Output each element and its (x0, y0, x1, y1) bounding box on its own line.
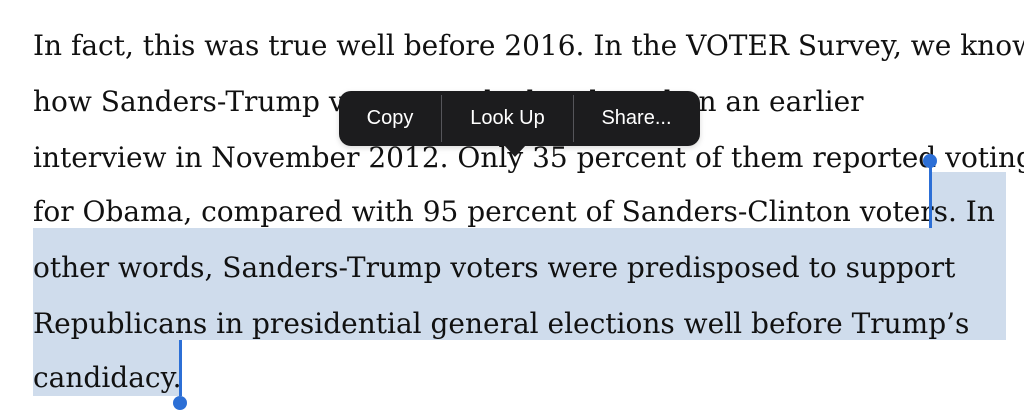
text-line[interactable]: Republicans in presidential general elec… (33, 307, 970, 340)
text-line[interactable]: for Obama, compared with 95 percent of S… (33, 195, 995, 228)
share-button[interactable]: Share... (601, 107, 672, 129)
selection-highlight (33, 340, 181, 396)
menu-pointer-arrow (504, 145, 526, 157)
selection-highlight (33, 228, 1006, 340)
text-line[interactable]: candidacy. (33, 361, 182, 394)
selection-highlight (930, 172, 1006, 228)
text-line[interactable]: In fact, this was true well before 2016.… (33, 29, 1024, 62)
selection-start-handle[interactable] (929, 166, 932, 228)
selection-end-knob[interactable] (173, 396, 187, 410)
text-line[interactable]: other words, Sanders-Trump voters were p… (33, 251, 956, 284)
selection-start-knob[interactable] (923, 154, 937, 168)
copy-button[interactable]: Copy (366, 107, 414, 129)
look-up-button[interactable]: Look Up (470, 107, 545, 129)
menu-divider (573, 95, 574, 142)
text-line[interactable]: interview in November 2012. Only 35 perc… (33, 141, 1024, 174)
menu-divider (441, 95, 442, 142)
selection-end-handle[interactable] (179, 340, 182, 396)
edit-context-menu: Copy Look Up Share... (339, 91, 700, 146)
